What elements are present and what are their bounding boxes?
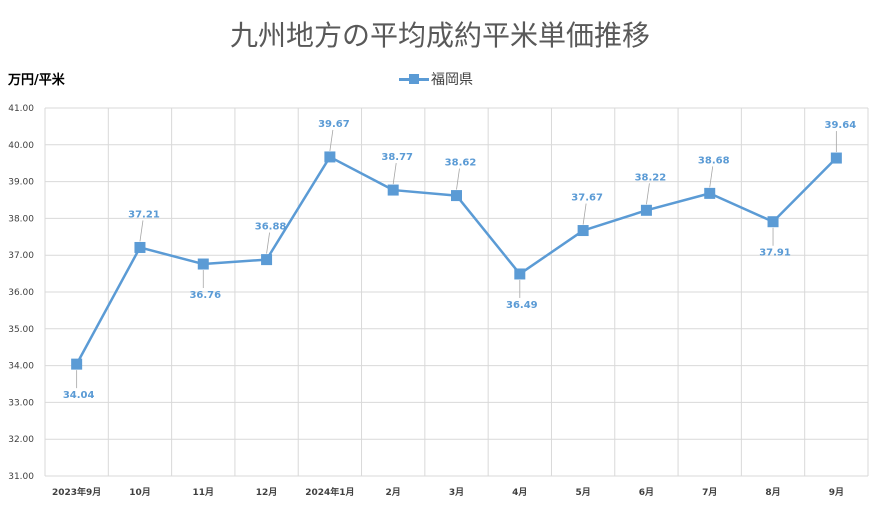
data-point-marker <box>71 358 83 370</box>
data-label: 39.67 <box>318 119 350 130</box>
x-tick-label: 4月 <box>512 487 527 498</box>
y-axis-unit-label: 万円/平米 <box>8 73 65 88</box>
x-tick-label: 2024年1月 <box>305 486 354 498</box>
data-label-leader <box>329 129 334 152</box>
x-tick-label: 10月 <box>129 487 151 498</box>
x-tick-label: 6月 <box>639 487 654 498</box>
data-label-leader <box>709 166 714 188</box>
data-point-marker <box>767 216 779 228</box>
data-label-leader <box>646 183 650 205</box>
data-point-marker <box>451 190 462 202</box>
x-tick-label: 7月 <box>702 487 717 498</box>
x-tick-label: 8月 <box>765 487 780 498</box>
x-tick-label: 2月 <box>386 487 401 498</box>
data-label-leader <box>139 220 144 242</box>
data-point-marker <box>387 184 399 196</box>
data-label: 37.91 <box>759 248 791 259</box>
data-label: 38.77 <box>381 152 413 163</box>
data-label: 37.67 <box>571 193 603 204</box>
data-point-marker <box>514 268 526 280</box>
data-point-marker <box>640 204 652 216</box>
data-point-marker <box>134 241 146 253</box>
y-tick-label: 38.00 <box>8 214 34 224</box>
y-tick-label: 32.00 <box>8 435 34 445</box>
y-tick-label: 41.00 <box>8 104 34 114</box>
data-label: 36.76 <box>189 290 221 301</box>
data-label: 34.04 <box>63 390 95 401</box>
legend-swatch <box>399 72 429 86</box>
data-label: 36.88 <box>255 222 287 233</box>
x-tick-label: 2023年9月 <box>52 486 101 498</box>
data-label: 38.62 <box>445 158 477 169</box>
data-label-leader <box>392 163 397 185</box>
y-tick-label: 31.00 <box>8 472 34 482</box>
legend: 福岡県 <box>399 69 473 89</box>
y-tick-label: 37.00 <box>8 251 34 261</box>
data-label: 36.49 <box>506 300 538 311</box>
data-label: 39.64 <box>825 120 857 131</box>
data-point-marker <box>704 187 716 199</box>
y-tick-label: 35.00 <box>8 325 34 335</box>
y-tick-label: 34.00 <box>8 362 34 372</box>
chart-title: 九州地方の平均成約平米単価推移 <box>229 19 650 52</box>
legend-marker <box>409 74 419 84</box>
data-point-marker <box>830 152 842 164</box>
data-point-marker <box>577 225 589 237</box>
legend-label: 福岡県 <box>431 72 473 88</box>
y-tick-label: 40.00 <box>8 141 34 151</box>
data-label: 38.68 <box>698 155 730 166</box>
data-point-marker <box>324 151 336 163</box>
x-tick-label: 3月 <box>449 487 464 498</box>
y-tick-label: 33.00 <box>8 398 34 408</box>
y-tick-label: 36.00 <box>8 288 34 298</box>
y-tick-label: 39.00 <box>8 178 34 188</box>
x-tick-label: 12月 <box>256 487 278 498</box>
data-label-leader <box>582 203 587 225</box>
x-tick-label: 9月 <box>829 487 844 498</box>
data-label-leader <box>266 232 270 254</box>
x-tick-label: 5月 <box>575 487 590 498</box>
data-label-leader <box>456 168 460 190</box>
data-label: 38.22 <box>635 172 667 183</box>
data-label: 37.21 <box>128 209 160 220</box>
data-point-marker <box>197 258 209 270</box>
data-point-marker <box>261 254 273 266</box>
x-tick-label: 11月 <box>193 487 215 498</box>
